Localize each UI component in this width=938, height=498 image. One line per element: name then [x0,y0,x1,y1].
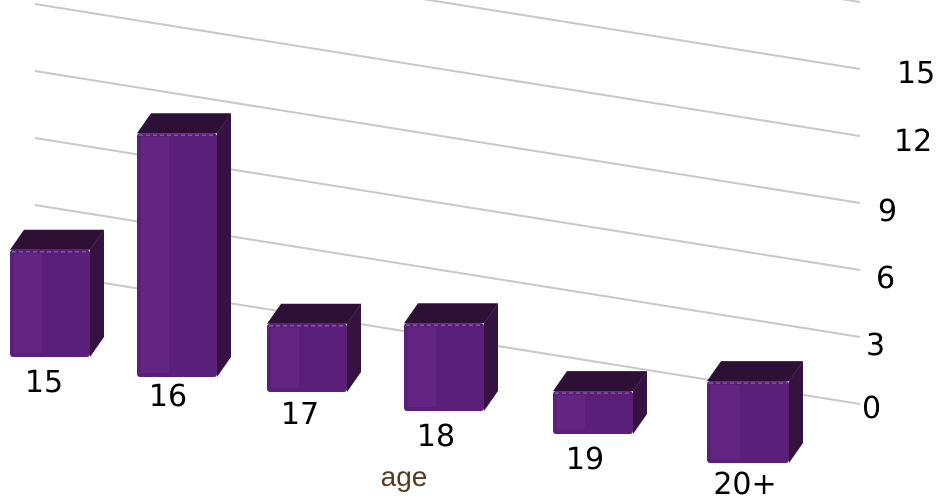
bar-top [10,229,104,250]
bar-top [707,361,803,382]
gridline [34,70,861,204]
y-tick-label: 6 [876,261,895,296]
bar-side [633,371,647,434]
bar-front [267,323,347,392]
x-tick-label: 19 [566,442,604,477]
bar-top [404,303,498,324]
bar-front [707,381,789,463]
y-tick-label: 0 [862,391,881,426]
bar-highlight [141,137,169,373]
gridline [841,0,861,3]
bar-15 [10,229,104,357]
bar-side [789,361,803,463]
y-tick-label: 12 [894,124,932,159]
bar-side [90,229,104,357]
x-tick-label: 16 [149,379,187,414]
bar-highlight [271,327,299,388]
bar-front [553,391,633,434]
gridline [34,3,861,137]
bar-19 [553,371,647,434]
gridline [422,0,861,70]
bar-18 [404,303,498,411]
bar-side [217,113,231,377]
bar-front [10,249,90,357]
x-tick-label: 20+ [713,467,776,498]
x-tick-label: 18 [417,419,455,454]
bar-highlight [408,327,436,407]
bar-top [137,113,231,134]
bar-highlight [14,253,42,353]
bar-17 [267,303,361,392]
bar-16 [137,113,231,377]
bar-top [267,303,361,324]
y-tick-label: 15 [897,56,935,91]
x-tick-label: 15 [25,365,63,400]
bar-front [137,133,217,377]
bar-front [404,323,484,411]
bar-side [347,303,361,392]
bars [10,113,803,463]
x-tick-label: 17 [281,397,319,432]
y-tick-label: 9 [878,194,897,229]
x-axis-ticks: 15 16 17 18 19 20+ [25,365,777,498]
x-axis-title: age [381,461,428,492]
bar-side [484,303,498,411]
bar-top [553,371,647,392]
y-tick-label: 3 [866,328,885,363]
bar-highlight [557,395,585,430]
bar-highlight [711,385,740,459]
bar-20+ [707,361,803,463]
y-axis-ticks: 0 3 6 9 12 15 [862,56,935,426]
